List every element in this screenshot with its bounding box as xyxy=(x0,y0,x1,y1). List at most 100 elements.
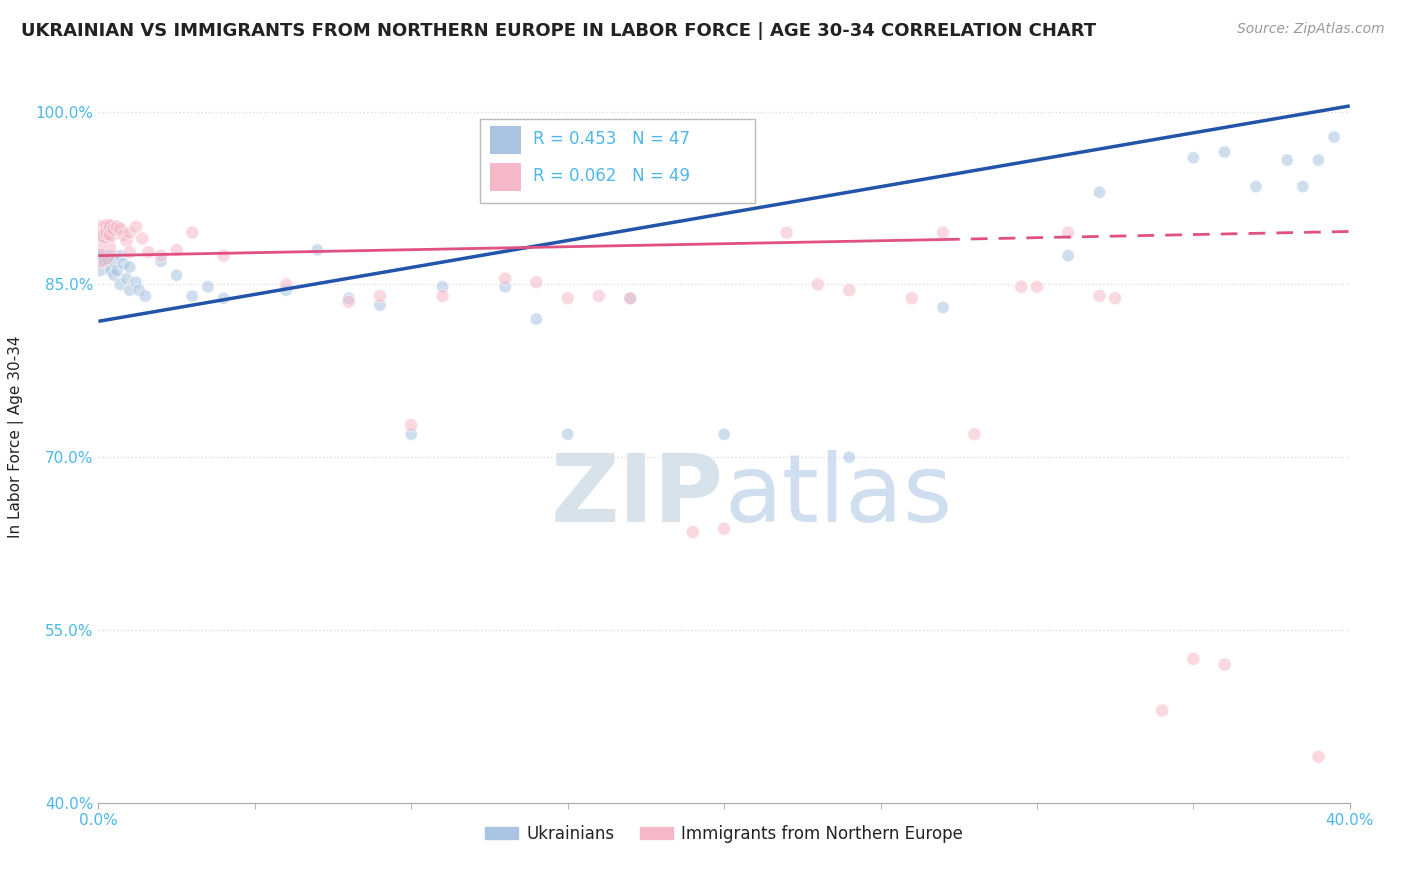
Point xyxy=(100,249,122,263)
Point xyxy=(557,427,579,442)
Point xyxy=(118,283,141,297)
Text: ZIP: ZIP xyxy=(551,450,724,541)
Point xyxy=(526,275,548,289)
Point xyxy=(713,522,735,536)
Point xyxy=(100,263,122,277)
Point xyxy=(131,231,153,245)
Point xyxy=(181,289,204,303)
Point xyxy=(1308,749,1330,764)
Point xyxy=(112,227,135,242)
Point xyxy=(110,249,132,263)
Point xyxy=(118,226,141,240)
Point xyxy=(1213,657,1236,672)
FancyBboxPatch shape xyxy=(491,126,522,154)
Point xyxy=(776,226,799,240)
Point xyxy=(97,219,120,234)
Point xyxy=(212,291,235,305)
Point xyxy=(150,254,173,268)
Point xyxy=(838,450,860,465)
Point xyxy=(619,291,641,305)
Text: R = 0.453   N = 47: R = 0.453 N = 47 xyxy=(533,130,689,148)
Point xyxy=(100,219,122,234)
Point xyxy=(118,260,141,275)
Point xyxy=(93,231,115,245)
Point xyxy=(166,268,188,283)
Point xyxy=(368,298,391,312)
Point xyxy=(713,427,735,442)
Point xyxy=(138,245,160,260)
Point xyxy=(105,219,128,234)
Point xyxy=(1057,226,1080,240)
Point xyxy=(105,263,128,277)
Point xyxy=(197,279,219,293)
Point xyxy=(1182,652,1205,666)
Point xyxy=(150,249,173,263)
Point xyxy=(90,249,112,263)
Point xyxy=(100,227,122,242)
Point xyxy=(1104,291,1126,305)
Point xyxy=(1152,704,1174,718)
Point xyxy=(557,291,579,305)
Point xyxy=(93,254,115,268)
Point xyxy=(125,219,148,234)
FancyBboxPatch shape xyxy=(491,162,522,191)
Point xyxy=(401,417,423,432)
Point xyxy=(619,291,641,305)
Point xyxy=(181,226,204,240)
Point xyxy=(337,291,360,305)
Y-axis label: In Labor Force | Age 30-34: In Labor Force | Age 30-34 xyxy=(8,335,24,539)
Point xyxy=(368,289,391,303)
FancyBboxPatch shape xyxy=(479,119,755,203)
Point xyxy=(1010,279,1032,293)
Point xyxy=(115,234,138,248)
Point xyxy=(97,219,120,234)
Point xyxy=(97,226,120,240)
Point xyxy=(526,312,548,326)
Point xyxy=(1323,130,1346,145)
Point xyxy=(125,275,148,289)
Point xyxy=(1213,145,1236,159)
Point xyxy=(103,268,125,283)
Point xyxy=(1088,289,1111,303)
Point xyxy=(112,257,135,271)
Point xyxy=(87,243,110,257)
Point xyxy=(1057,249,1080,263)
Point xyxy=(1244,179,1267,194)
Point xyxy=(838,283,860,297)
Point xyxy=(1088,186,1111,200)
Point xyxy=(1182,151,1205,165)
Point xyxy=(588,289,610,303)
Point xyxy=(900,291,922,305)
Point xyxy=(432,289,454,303)
Point xyxy=(212,249,235,263)
Point xyxy=(963,427,986,442)
Point xyxy=(115,271,138,285)
Point xyxy=(87,257,110,271)
Point xyxy=(932,301,955,315)
Text: UKRAINIAN VS IMMIGRANTS FROM NORTHERN EUROPE IN LABOR FORCE | AGE 30-34 CORRELAT: UKRAINIAN VS IMMIGRANTS FROM NORTHERN EU… xyxy=(21,22,1097,40)
Point xyxy=(90,222,112,236)
Legend: Ukrainians, Immigrants from Northern Europe: Ukrainians, Immigrants from Northern Eur… xyxy=(478,818,970,849)
Point xyxy=(682,525,704,540)
Point xyxy=(110,277,132,292)
Point xyxy=(1026,279,1049,293)
Point xyxy=(1292,179,1315,194)
Point xyxy=(110,222,132,236)
Text: atlas: atlas xyxy=(724,450,952,541)
Point xyxy=(274,277,298,292)
Point xyxy=(93,227,115,242)
Point xyxy=(103,254,125,268)
Point xyxy=(807,277,830,292)
Text: Source: ZipAtlas.com: Source: ZipAtlas.com xyxy=(1237,22,1385,37)
Point xyxy=(166,243,188,257)
Point xyxy=(93,222,115,236)
Point xyxy=(1277,153,1299,167)
Point xyxy=(97,252,120,266)
Point xyxy=(134,289,156,303)
Point xyxy=(307,243,329,257)
Point xyxy=(274,283,298,297)
Text: R = 0.062   N = 49: R = 0.062 N = 49 xyxy=(533,167,689,185)
Point xyxy=(1308,153,1330,167)
Point xyxy=(401,427,423,442)
Point xyxy=(128,283,150,297)
